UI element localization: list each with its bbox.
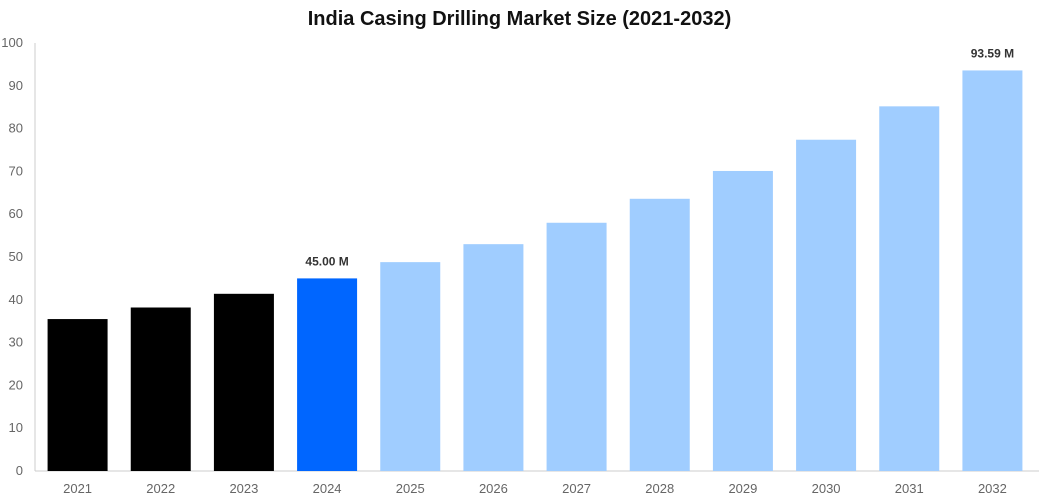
y-tick-label: 70 [9, 163, 23, 178]
bar-2028 [629, 198, 690, 472]
y-tick-label: 0 [16, 463, 23, 478]
data-label-2024: 45.00 M [305, 254, 348, 268]
bar-2032 [962, 70, 1023, 471]
y-tick-label: 40 [9, 292, 23, 307]
bar-2027 [546, 222, 607, 471]
y-tick-label: 60 [9, 206, 23, 221]
x-tick-label-2021: 2021 [63, 481, 92, 496]
x-tick-label-2031: 2031 [895, 481, 924, 496]
x-tick-label-2026: 2026 [479, 481, 508, 496]
bar-2021 [47, 319, 108, 471]
bar-2031 [879, 106, 940, 472]
y-tick-label: 100 [1, 35, 23, 50]
data-label-2032: 93.59 M [971, 46, 1014, 60]
bar-2024 [297, 278, 358, 471]
y-tick-label: 20 [9, 377, 23, 392]
bar-2023 [213, 293, 274, 471]
bar-2025 [380, 262, 441, 471]
x-tick-label-2032: 2032 [978, 481, 1007, 496]
x-tick-label-2022: 2022 [146, 481, 175, 496]
bar-2026 [463, 244, 524, 471]
x-tick-label-2027: 2027 [562, 481, 591, 496]
x-tick-label-2024: 2024 [313, 481, 342, 496]
y-tick-label: 30 [9, 335, 23, 350]
chart-title: India Casing Drilling Market Size (2021-… [307, 8, 732, 30]
y-tick-label: 90 [9, 78, 23, 93]
x-tick-label-2030: 2030 [812, 481, 841, 496]
x-tick-label-2025: 2025 [396, 481, 425, 496]
bar-2030 [796, 139, 857, 471]
bar-2029 [712, 170, 773, 472]
y-tick-label: 50 [9, 249, 23, 264]
x-tick-label-2023: 2023 [229, 481, 258, 496]
x-tick-label-2029: 2029 [728, 481, 757, 496]
bar-2022 [130, 307, 191, 471]
y-tick-label: 10 [9, 420, 23, 435]
y-tick-label: 80 [9, 121, 23, 136]
x-tick-label-2028: 2028 [645, 481, 674, 496]
